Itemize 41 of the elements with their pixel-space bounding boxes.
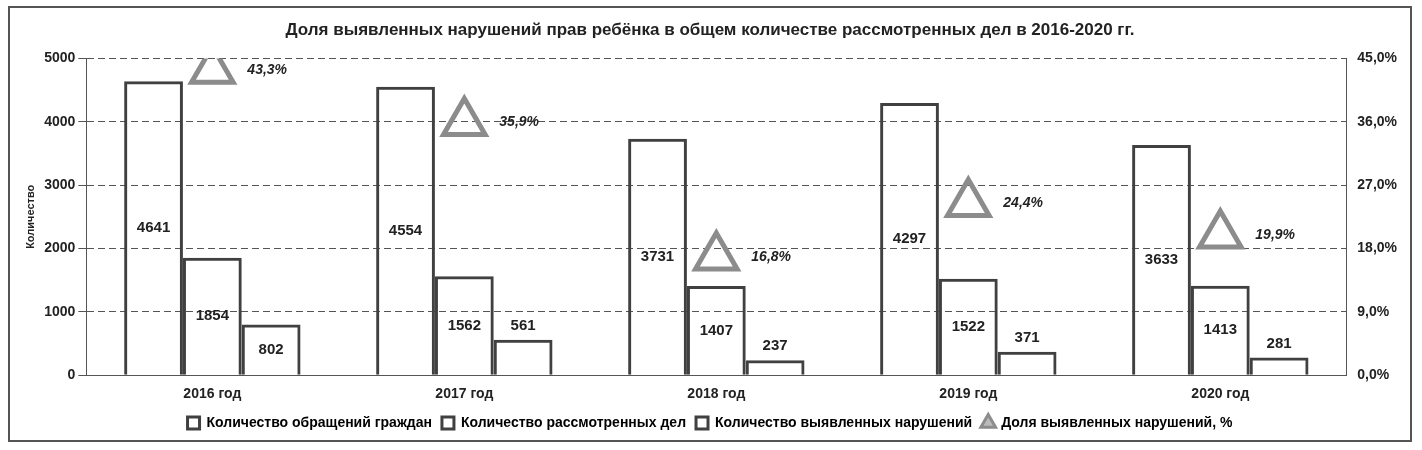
data-label: 43,3% [246, 61, 288, 78]
data-label: 1407 [699, 320, 734, 338]
data-label: 237 [762, 336, 788, 354]
data-label: 371 [1014, 327, 1040, 345]
y-tick-label: 3000 [44, 175, 76, 192]
chart-title: Доля выявленных нарушений прав ребёнка в общем количестве рассмотренных дел в 2016-2020 гг. [285, 19, 1135, 39]
data-label: 4554 [388, 220, 423, 238]
y2-tick-label: 27,0% [1357, 175, 1398, 192]
y2-tick-label: 45,0% [1357, 49, 1398, 66]
y-tick-label: 4000 [44, 112, 76, 129]
data-label: 3731 [640, 246, 675, 264]
y2-tick-label: 9,0% [1357, 302, 1390, 319]
y-tick-label: 1000 [44, 302, 76, 319]
y-tick-label: 2000 [44, 239, 76, 256]
legend-label: Количество рассмотренных дел [460, 413, 687, 430]
y-tick-label: 0 [67, 366, 76, 383]
x-tick-label: 2016 год [183, 385, 242, 402]
data-label: 802 [258, 339, 284, 357]
data-label: 3633 [1144, 250, 1179, 267]
y2-tick-label: 0,0% [1357, 366, 1390, 383]
y-tick-label: 5000 [44, 49, 76, 66]
data-label: 281 [1266, 333, 1292, 351]
data-label: 4297 [892, 228, 927, 246]
data-label: 24,4% [1002, 194, 1044, 211]
legend-label: Количество обращений граждан [206, 413, 432, 430]
y2-tick-label: 36,0% [1357, 112, 1398, 129]
data-label: 1413 [1203, 320, 1237, 338]
y2-tick-label: 18,0% [1357, 239, 1398, 256]
data-label: 19,9% [1255, 225, 1296, 242]
data-label: 16,8% [751, 247, 792, 264]
x-tick-label: 2019 год [939, 385, 998, 402]
x-tick-label: 2017 год [435, 385, 494, 402]
x-tick-label: 2018 год [687, 385, 746, 402]
data-label: 1562 [447, 315, 482, 333]
data-label: 1522 [951, 316, 985, 334]
y-axis-title: Количество [23, 184, 36, 249]
data-label: 4641 [136, 218, 171, 236]
legend-label: Количество выявленных нарушений [715, 413, 973, 430]
x-tick-label: 2020 год [1191, 385, 1250, 402]
data-label: 561 [510, 315, 536, 333]
legend-label: Доля выявленных нарушений, % [1001, 413, 1234, 430]
